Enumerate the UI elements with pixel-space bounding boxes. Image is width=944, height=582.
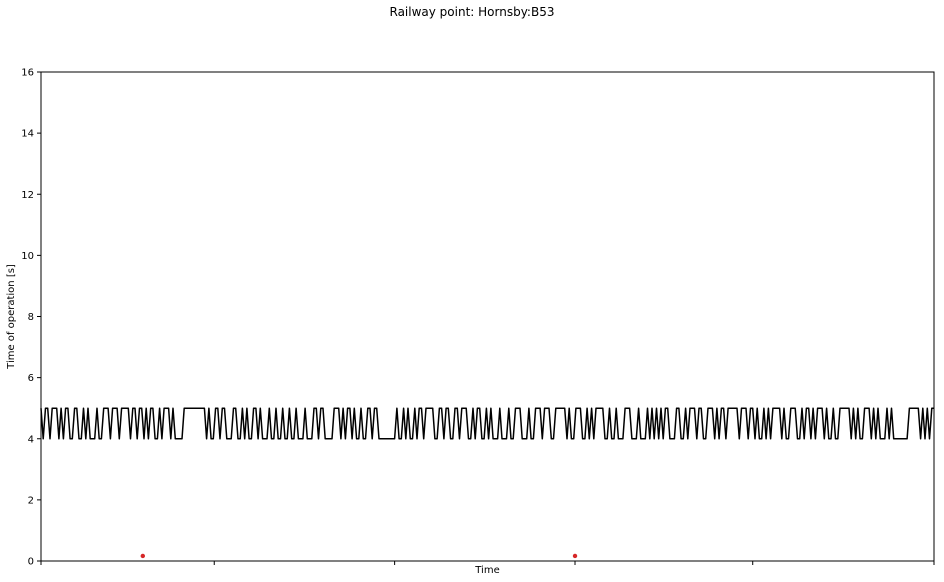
y-tick-label: 2 xyxy=(28,495,34,506)
plot-area: 0 2 4 6 8 10 12 14 16 Time Time of operation [s] xyxy=(6,68,935,576)
y-tick-label: 14 xyxy=(21,129,34,140)
axes-frame xyxy=(40,71,935,562)
y-tick-label: 8 xyxy=(28,312,34,323)
y-axis-label: Time of operation [s] xyxy=(6,264,17,370)
y-tick-label: 6 xyxy=(28,373,34,384)
operation-time-line xyxy=(40,407,934,440)
x-axis-label: Time xyxy=(474,565,499,576)
y-tick-label: 16 xyxy=(21,68,34,79)
y-tick-label: 4 xyxy=(28,434,34,445)
chart-title: Railway point: Hornsby:B53 xyxy=(389,5,555,19)
y-tick-label: 0 xyxy=(28,557,34,568)
anomaly-point xyxy=(572,553,578,559)
y-tick-label: 10 xyxy=(21,251,34,262)
y-tick-label: 12 xyxy=(21,190,34,201)
anomaly-point xyxy=(140,553,146,559)
